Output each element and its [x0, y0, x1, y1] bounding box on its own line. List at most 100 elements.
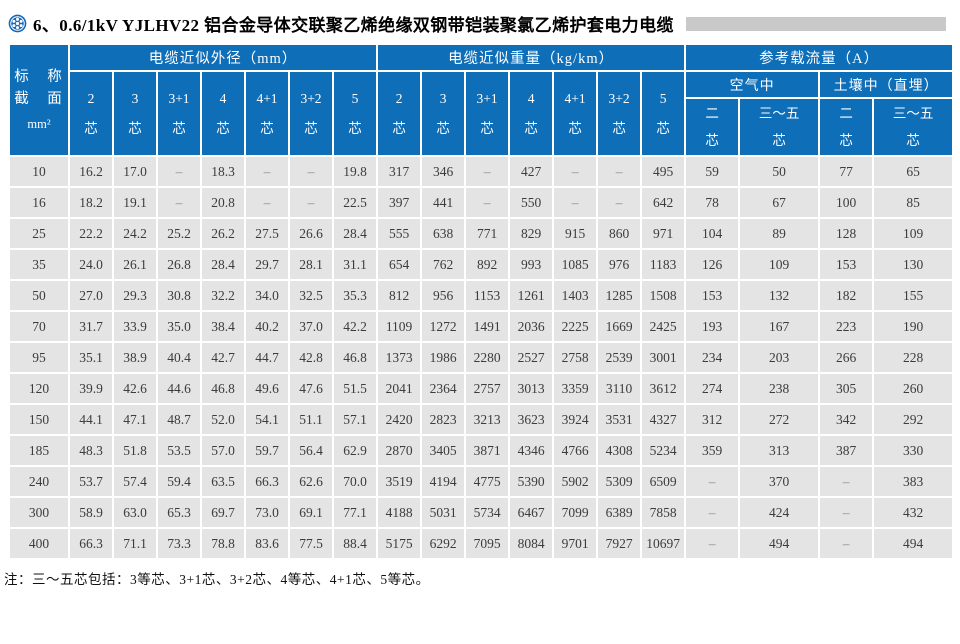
cell-weight: –: [464, 186, 511, 219]
cell-diameter: 48.7: [156, 403, 202, 436]
core-count: 2: [395, 91, 403, 106]
core-suffix: 芯: [772, 133, 786, 148]
cell-ampacity: –: [684, 527, 741, 560]
cell-diameter: 31.1: [331, 248, 379, 281]
cell-diameter: 29.7: [244, 248, 290, 281]
cell-weight: 5031: [420, 496, 467, 529]
cell-weight: 7099: [552, 496, 599, 529]
cell-diameter: 24.2: [112, 217, 158, 250]
cell-diameter: 46.8: [331, 341, 379, 374]
cell-diameter: 78.8: [200, 527, 246, 560]
cell-weight: 2036: [508, 310, 555, 343]
cell-ampacity: 128: [818, 217, 875, 250]
cell-weight: 5902: [552, 465, 599, 498]
cell-diameter: 63.0: [112, 496, 158, 529]
cell-diameter: 27.5: [244, 217, 290, 250]
cell-diameter: 73.3: [156, 527, 202, 560]
cell-diameter: –: [288, 155, 334, 188]
core-count: 4: [219, 91, 227, 106]
cell-size: 10: [8, 155, 70, 188]
table-row: 16 18.2 19.1–20.8– –22.5 397 441–550– –642 78 67…: [8, 186, 955, 219]
core-suffix: 芯: [839, 133, 853, 148]
cell-diameter: 31.7: [68, 310, 114, 343]
core-count: 4+1: [256, 91, 278, 106]
cell-weight: 441: [420, 186, 467, 219]
cell-diameter: 71.1: [112, 527, 158, 560]
cell-diameter: –: [156, 155, 202, 188]
cell-weight: 2527: [508, 341, 555, 374]
cell-diameter: 30.8: [156, 279, 202, 312]
cell-ampacity: 126: [684, 248, 741, 281]
cell-diameter: 48.3: [68, 434, 114, 467]
cell-weight: 829: [508, 217, 555, 250]
cell-weight: 956: [420, 279, 467, 312]
cell-diameter: 19.1: [112, 186, 158, 219]
table-row: 50 27.0 29.3 30.8 32.2 34.0 32.5 35.3 812 956 1153…: [8, 279, 955, 312]
cell-diameter: 39.9: [68, 372, 114, 405]
cell-diameter: 37.0: [288, 310, 334, 343]
cell-weight: 892: [464, 248, 511, 281]
cell-weight: 397: [376, 186, 423, 219]
cell-ampacity: 85: [872, 186, 955, 219]
cell-diameter: 44.7: [244, 341, 290, 374]
cell-weight: 1272: [420, 310, 467, 343]
cell-weight: 317: [376, 155, 423, 188]
cell-ampacity: 266: [818, 341, 875, 374]
cell-weight: 654: [376, 248, 423, 281]
cell-size: 240: [8, 465, 70, 498]
cell-ampacity: 167: [738, 310, 821, 343]
ampacity-col-header: 三～五芯: [738, 97, 821, 157]
cell-diameter: 26.8: [156, 248, 202, 281]
cell-diameter: 29.3: [112, 279, 158, 312]
cable-spec-table: 标 称 截 面 mm² 电缆近似外径（mm） 电缆近似重量（kg/km） 参考载…: [8, 43, 955, 560]
cell-diameter: 62.6: [288, 465, 334, 498]
cell-ampacity: –: [684, 465, 741, 498]
core-count: 3: [439, 91, 447, 106]
size-header-line1: 标 称: [14, 68, 64, 85]
cell-ampacity: 59: [684, 155, 741, 188]
cell-weight: 860: [596, 217, 643, 250]
cell-weight: 1373: [376, 341, 423, 374]
cell-diameter: 28.4: [200, 248, 246, 281]
cell-diameter: 56.4: [288, 434, 334, 467]
core-count: 4+1: [564, 91, 586, 106]
cell-diameter: 51.1: [288, 403, 334, 436]
cell-diameter: 49.6: [244, 372, 290, 405]
cell-diameter: 35.3: [331, 279, 379, 312]
cell-weight: 2758: [552, 341, 599, 374]
core-suffix: 芯: [84, 120, 98, 136]
size-header-line2: 截 面: [14, 91, 64, 108]
cell-size: 120: [8, 372, 70, 405]
cell-weight: 555: [376, 217, 423, 250]
cell-diameter: 18.3: [200, 155, 246, 188]
cell-weight: –: [552, 186, 599, 219]
core-count: 三～五: [758, 105, 800, 121]
cell-weight: 812: [376, 279, 423, 312]
cell-diameter: 25.2: [156, 217, 202, 250]
cell-weight: 3871: [464, 434, 511, 467]
cell-ampacity: –: [818, 496, 875, 529]
cell-ampacity: 359: [684, 434, 741, 467]
core-suffix: 芯: [656, 120, 670, 136]
cell-weight: 976: [596, 248, 643, 281]
cell-diameter: 44.1: [68, 403, 114, 436]
cell-ampacity: 89: [738, 217, 821, 250]
cell-weight: 9701: [552, 527, 599, 560]
cell-ampacity: 494: [738, 527, 821, 560]
cell-size: 70: [8, 310, 70, 343]
core-col-header: 4+1 芯: [552, 70, 599, 157]
cell-diameter: 57.0: [200, 434, 246, 467]
cell-size: 185: [8, 434, 70, 467]
cell-weight: –: [596, 155, 643, 188]
cell-weight: 2425: [640, 310, 687, 343]
cell-ampacity: 342: [818, 403, 875, 436]
header-subcol-row: 二芯三～五芯二芯三～五芯: [9, 97, 955, 157]
core-col-header: 4+1 芯: [244, 70, 290, 157]
cell-diameter: 59.7: [244, 434, 290, 467]
core-count: 5: [351, 91, 359, 106]
cell-ampacity: 193: [684, 310, 741, 343]
cell-diameter: 51.5: [331, 372, 379, 405]
cell-ampacity: 383: [872, 465, 955, 498]
cell-weight: 3013: [508, 372, 555, 405]
